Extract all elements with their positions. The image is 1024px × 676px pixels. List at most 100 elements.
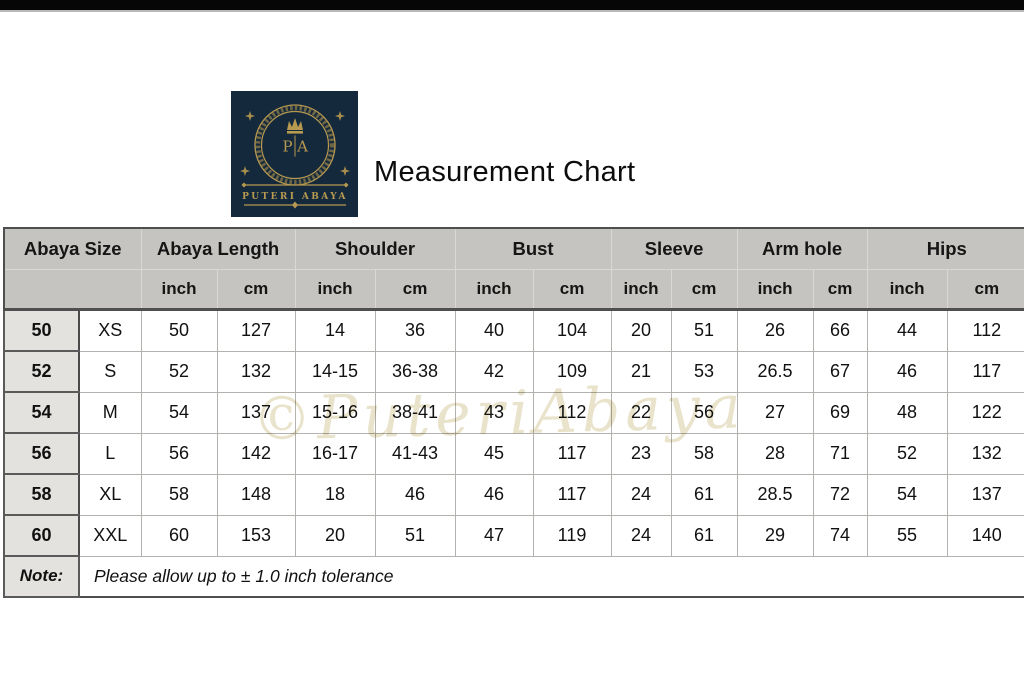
logo-monogram: P A	[282, 135, 308, 157]
value-cell: 122	[946, 391, 1024, 434]
value-cell: 132	[946, 432, 1024, 475]
value-cell: 18	[294, 473, 376, 516]
value-cell: 117	[532, 473, 612, 516]
value-cell: 109	[532, 350, 612, 393]
size-number-cell: 54	[3, 391, 80, 434]
value-cell: 52	[866, 432, 948, 475]
unit-header-cm: cm	[946, 269, 1024, 311]
value-cell: 61	[670, 473, 738, 516]
value-cell: 50	[140, 309, 218, 352]
unit-header-inch: inch	[294, 269, 376, 311]
value-cell: 20	[294, 514, 376, 557]
value-cell: 42	[454, 350, 534, 393]
value-cell: 148	[216, 473, 296, 516]
unit-header-cm: cm	[812, 269, 868, 311]
unit-header-cm: cm	[374, 269, 456, 311]
value-cell: 46	[866, 350, 948, 393]
value-cell: 44	[866, 309, 948, 352]
value-cell: 56	[140, 432, 218, 475]
column-group-arm-hole: Arm hole	[736, 227, 868, 270]
column-group-bust: Bust	[454, 227, 612, 270]
value-cell: 58	[670, 432, 738, 475]
unit-header-inch: inch	[454, 269, 534, 311]
value-cell: 46	[454, 473, 534, 516]
value-cell: 127	[216, 309, 296, 352]
value-cell: 28.5	[736, 473, 814, 516]
value-cell: 21	[610, 350, 672, 393]
unit-header-inch: inch	[140, 269, 218, 311]
page-title: Measurement Chart	[374, 156, 636, 188]
value-cell: 22	[610, 391, 672, 434]
column-group-abaya-length: Abaya Length	[140, 227, 296, 270]
value-cell: 47	[454, 514, 534, 557]
value-cell: 60	[140, 514, 218, 557]
size-number-cell: 50	[3, 308, 80, 352]
value-cell: 27	[736, 391, 814, 434]
value-cell: 55	[866, 514, 948, 557]
value-cell: 117	[946, 350, 1024, 393]
value-cell: 48	[866, 391, 948, 434]
table-row: 58 XL 58 148 18 46 46 117 24 61 28.5 72 54 137	[3, 473, 1024, 516]
column-group-abaya-size: Abaya Size	[3, 227, 142, 270]
logo-sparkle-ornaments	[240, 111, 350, 176]
value-cell: 23	[610, 432, 672, 475]
value-cell: 29	[736, 514, 814, 557]
column-group-sleeve: Sleeve	[610, 227, 738, 270]
size-code-cell: L	[78, 432, 142, 475]
value-cell: 117	[532, 432, 612, 475]
value-cell: 58	[140, 473, 218, 516]
monogram-letter-a: A	[296, 138, 308, 156]
group-header-row: Abaya Size Abaya Length Shoulder Bust Sleeve…	[3, 227, 1024, 270]
value-cell: 36	[374, 309, 456, 352]
value-cell: 51	[374, 514, 456, 557]
value-cell: 40	[454, 309, 534, 352]
value-cell: 132	[216, 350, 296, 393]
unit-header-inch: inch	[736, 269, 814, 311]
value-cell: 66	[812, 309, 868, 352]
puteri-abaya-logo: P A PUTERI ABAYA	[231, 91, 358, 217]
value-cell: 41-43	[374, 432, 456, 475]
table-row: 52 S 52 132 14-15 36-38 42 109 21 53 26.5 67 46 117	[3, 350, 1024, 393]
value-cell: 26.5	[736, 350, 814, 393]
value-cell: 71	[812, 432, 868, 475]
value-cell: 74	[812, 514, 868, 557]
size-number-cell: 52	[3, 350, 80, 393]
measurement-table-container: Abaya Size Abaya Length Shoulder Bust Sleeve…	[3, 227, 1024, 598]
value-cell: 142	[216, 432, 296, 475]
value-cell: 51	[670, 309, 738, 352]
note-label: Note:	[3, 555, 80, 598]
value-cell: 45	[454, 432, 534, 475]
value-cell: 14	[294, 309, 376, 352]
logo-brand-text: PUTERI ABAYA	[242, 192, 348, 202]
value-cell: 61	[670, 514, 738, 557]
value-cell: 38-41	[374, 391, 456, 434]
value-cell: 53	[670, 350, 738, 393]
size-number-cell: 56	[3, 432, 80, 475]
table-row: 56 L 56 142 16-17 41-43 45 117 23 58 28 71 52 132	[3, 432, 1024, 475]
value-cell: 15-16	[294, 391, 376, 434]
value-cell: 26	[736, 309, 814, 352]
value-cell: 112	[946, 309, 1024, 352]
monogram-letter-p: P	[282, 138, 292, 156]
unit-header-row: inch cm inch cm inch cm inch cm inch cm inch cm	[3, 269, 1024, 311]
value-cell: 16-17	[294, 432, 376, 475]
size-code-cell: XXL	[78, 514, 142, 557]
unit-header-inch: inch	[866, 269, 948, 311]
measurement-table: Abaya Size Abaya Length Shoulder Bust Sleeve…	[3, 227, 1024, 598]
table-row: 60 XXL 60 153 20 51 47 119 24 61 29 74 55 140	[3, 514, 1024, 557]
value-cell: 43	[454, 391, 534, 434]
value-cell: 153	[216, 514, 296, 557]
value-cell: 137	[946, 473, 1024, 516]
note-row: Note: Please allow up to ± 1.0 inch tole…	[3, 555, 1024, 598]
value-cell: 137	[216, 391, 296, 434]
value-cell: 46	[374, 473, 456, 516]
value-cell: 56	[670, 391, 738, 434]
column-group-hips: Hips	[866, 227, 1024, 270]
unit-header-cm: cm	[532, 269, 612, 311]
value-cell: 20	[610, 309, 672, 352]
crown-icon	[287, 118, 303, 134]
column-group-shoulder: Shoulder	[294, 227, 456, 270]
value-cell: 119	[532, 514, 612, 557]
unit-header-cm: cm	[670, 269, 738, 311]
value-cell: 72	[812, 473, 868, 516]
